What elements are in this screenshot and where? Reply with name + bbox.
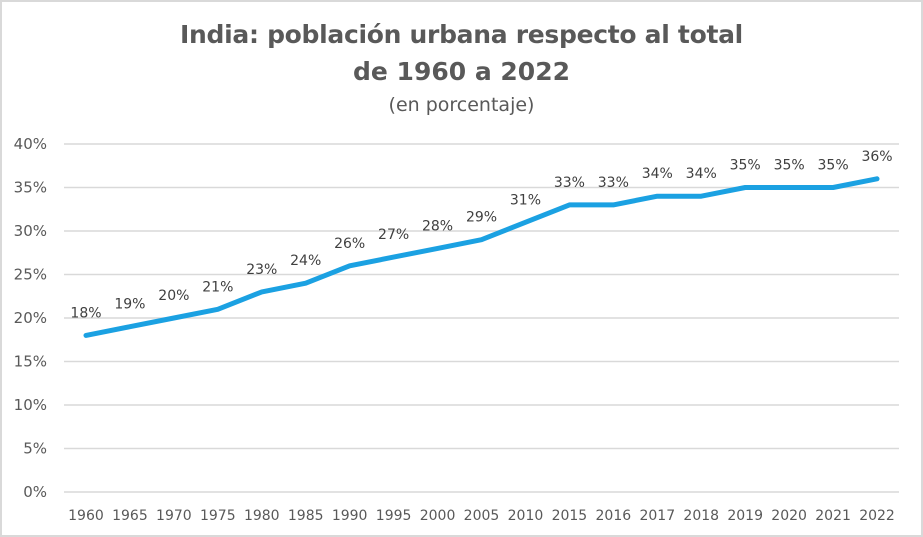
data-label: 23% (246, 262, 277, 278)
x-tick-label: 2010 (508, 508, 544, 524)
y-tick-label: 20% (14, 309, 47, 327)
data-label: 35% (818, 158, 849, 174)
x-tick-label: 1995 (376, 508, 412, 524)
x-tick-label: 2005 (464, 508, 500, 524)
x-tick-label: 1975 (200, 508, 236, 524)
data-label: 33% (554, 175, 585, 191)
chart-title: India: población urbana respecto al tota… (180, 20, 743, 49)
data-label: 20% (158, 288, 189, 304)
x-tick-label: 2018 (683, 508, 719, 524)
y-tick-label: 30% (14, 222, 47, 240)
data-label: 27% (378, 227, 409, 243)
data-label: 34% (642, 166, 673, 182)
y-tick-label: 0% (23, 483, 47, 501)
x-tick-label: 2000 (420, 508, 456, 524)
x-tick-label: 2015 (552, 508, 588, 524)
data-label: 36% (861, 149, 892, 165)
data-labels: 18% 19% 20% 21% 23% 24% 26% 27% 28% 29% 31% 33% 33% 3… (70, 149, 892, 322)
data-label: 29% (466, 210, 497, 226)
data-label: 35% (730, 158, 761, 174)
y-tick-label: 15% (14, 353, 47, 371)
x-tick-label: 2019 (727, 508, 763, 524)
data-label: 33% (598, 175, 629, 191)
x-tick-label: 1990 (332, 508, 368, 524)
data-label: 18% (70, 305, 101, 321)
x-tick-label: 1980 (244, 508, 280, 524)
x-tick-label: 2016 (596, 508, 632, 524)
data-label: 35% (774, 158, 805, 174)
y-axis-labels: 0% 5% 10% 15% 20% 25% 30% 35% 40% (14, 135, 47, 501)
x-tick-label: 1970 (156, 508, 192, 524)
data-label: 24% (290, 253, 321, 269)
y-tick-label: 10% (14, 396, 47, 414)
x-tick-label: 1965 (112, 508, 148, 524)
x-tick-label: 1985 (288, 508, 324, 524)
y-tick-label: 5% (23, 440, 47, 458)
data-label: 21% (202, 279, 233, 295)
x-tick-label: 2017 (639, 508, 675, 524)
x-tick-label: 1960 (68, 508, 104, 524)
x-tick-label: 2021 (815, 508, 851, 524)
series-group (83, 176, 880, 338)
y-tick-label: 40% (14, 135, 47, 153)
x-tick-label: 2020 (771, 508, 807, 524)
chart-title-line2: de 1960 a 2022 (353, 57, 570, 86)
data-label: 34% (686, 166, 717, 182)
chart-subtitle: (en porcentaje) (388, 94, 535, 116)
data-label: 19% (114, 297, 145, 313)
gridlines (64, 143, 899, 493)
x-axis-labels: 1960 1965 1970 1975 1980 1985 1990 1995 2000 2005… (68, 508, 895, 524)
x-tick-label: 2022 (859, 508, 895, 524)
y-tick-label: 25% (14, 266, 47, 284)
data-label: 26% (334, 236, 365, 252)
series-line (83, 176, 880, 338)
data-label: 31% (510, 192, 541, 208)
data-label: 28% (422, 218, 453, 234)
y-tick-label: 35% (14, 179, 47, 197)
